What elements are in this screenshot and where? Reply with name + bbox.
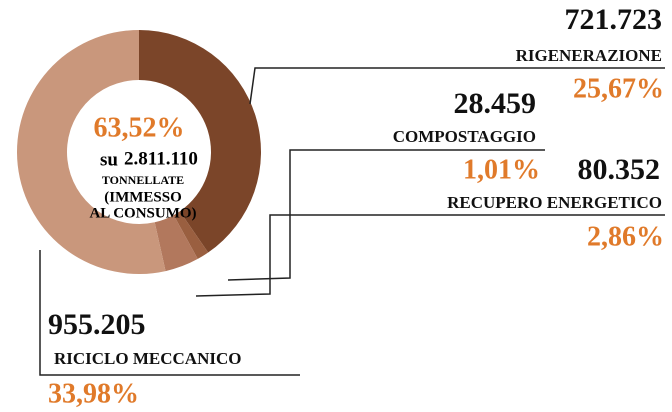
donut-segment: [173, 211, 209, 259]
value-label: 2,86%: [587, 221, 664, 252]
tonnes-label: 80.352: [578, 153, 661, 186]
center-line: TONNELLATE: [102, 173, 184, 187]
category-label: RECUPERO ENERGETICO: [447, 193, 662, 212]
center-line: (IMMESSO: [104, 189, 182, 205]
value-label: 25,67%: [573, 73, 664, 104]
center-total: 2.811.110: [124, 148, 198, 169]
connector: [39, 250, 300, 376]
category-label: RIGENERAZIONE: [516, 46, 662, 65]
value-label: 1,01%: [463, 154, 540, 185]
connector: [249, 67, 665, 105]
category-label: COMPOSTAGGIO: [393, 127, 536, 146]
connector: [195, 214, 665, 297]
center-line: AL CONSUMO): [89, 205, 196, 221]
center-prefix: su: [100, 149, 118, 170]
tonnes-label: 28.459: [454, 87, 537, 120]
donut-segment: [154, 215, 198, 272]
tonnes-label: 721.723: [565, 3, 663, 36]
donut-segment: [16, 30, 166, 275]
center-value: 63,52%: [94, 112, 185, 143]
tonnes-label: 955.205: [48, 308, 146, 341]
value-label: 33,98%: [48, 378, 139, 409]
donut-segment: [139, 30, 261, 253]
connector: [227, 149, 545, 281]
category-label: RICICLO MECCANICO: [54, 349, 241, 368]
